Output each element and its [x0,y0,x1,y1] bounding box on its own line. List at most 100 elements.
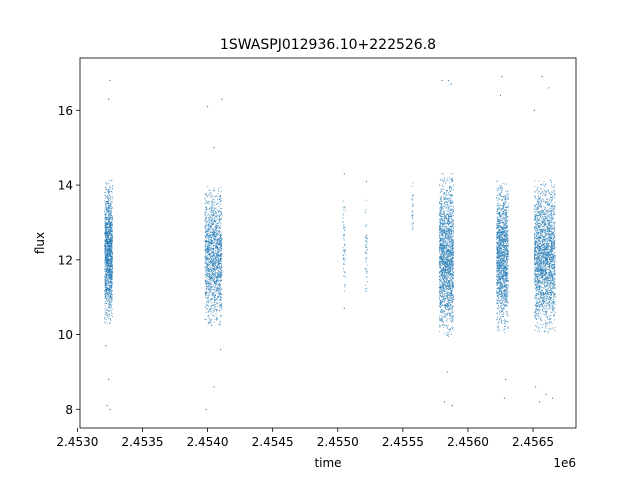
data-point [445,317,447,319]
data-point [109,318,111,321]
data-point [215,195,217,197]
data-point [111,314,113,317]
data-point [210,275,212,277]
data-point [449,288,451,290]
data-point [111,185,114,187]
data-point [215,296,217,298]
data-point [108,210,110,212]
data-point [219,324,221,326]
data-point [439,240,441,242]
observation-cluster [104,179,114,325]
data-point [207,272,209,274]
data-point [445,280,448,282]
data-point [108,182,110,184]
data-point [105,206,107,208]
data-point [452,270,454,272]
data-point [104,281,106,283]
data-point [219,287,221,289]
data-point [213,244,216,246]
data-point [104,252,106,254]
data-point [452,208,454,211]
data-point [213,217,215,219]
data-point [206,201,208,203]
data-point [217,249,219,251]
data-point [445,320,447,322]
data-point [214,247,216,249]
data-point [448,257,450,259]
data-point [108,292,110,294]
data-point [440,258,442,260]
data-point [212,261,214,263]
data-point [447,324,449,326]
data-point [210,310,212,312]
data-point [445,270,447,272]
data-point [440,217,442,219]
data-point [219,259,221,261]
data-point [452,305,454,308]
data-point [450,221,452,223]
data-point [108,231,110,233]
data-point [104,276,106,278]
observation-cluster [364,199,369,292]
data-point [447,273,449,275]
data-point [219,241,221,243]
data-point [211,289,213,291]
data-point [216,247,218,249]
data-point [104,310,106,312]
data-point [450,213,452,215]
data-point [106,245,108,247]
data-point [110,286,112,288]
data-point [452,319,454,322]
data-point [447,266,449,268]
data-point [343,275,345,277]
data-point [208,255,210,257]
data-point [444,210,446,212]
data-point [439,222,442,224]
data-point [451,306,453,308]
data-point [440,319,442,321]
data-point [206,261,208,263]
data-point [208,189,210,191]
data-point [212,264,214,266]
data-point [208,264,211,266]
data-point [108,262,110,264]
data-point [443,215,445,217]
data-point [111,251,114,253]
data-point [109,248,111,250]
data-point [452,262,455,264]
data-point [208,276,210,278]
data-point [440,255,442,257]
data-point [450,249,452,251]
data-point [440,240,443,242]
data-point [364,240,366,242]
data-point [110,187,112,189]
data-point [107,242,109,244]
data-point [443,294,446,296]
data-point [450,284,452,286]
data-point [104,231,106,233]
data-point [220,195,222,197]
data-point [442,267,444,269]
data-point [343,263,345,265]
data-point [506,297,508,299]
data-point [106,248,108,251]
data-point [104,240,106,242]
data-point [206,240,208,242]
data-point [447,292,449,294]
data-point [444,227,446,229]
data-point [440,274,442,276]
data-point [220,249,222,251]
data-point [452,297,454,299]
data-point [219,321,221,323]
data-point [209,238,211,241]
data-point [204,269,206,271]
data-point [367,248,369,250]
data-point [209,192,211,194]
data-point [110,256,112,258]
data-point [205,297,207,299]
data-point [110,319,112,322]
data-point [498,285,500,287]
data-point [205,230,207,233]
data-point [213,279,215,282]
